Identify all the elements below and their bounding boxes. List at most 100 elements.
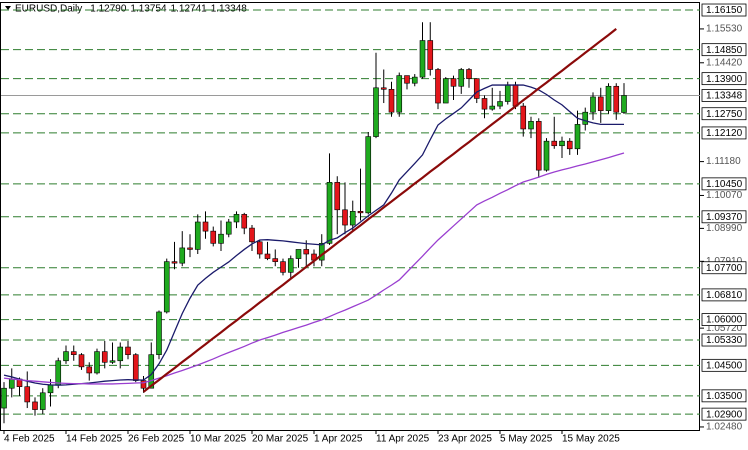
candle-body	[566, 140, 573, 150]
level-label: 1.06810	[706, 290, 743, 301]
level-label-box	[701, 126, 747, 140]
level-label-box	[701, 261, 747, 275]
candle-body	[435, 69, 441, 104]
candle-body	[101, 351, 108, 363]
candle-body	[241, 214, 248, 229]
level-label-box	[701, 72, 747, 86]
candle-body	[528, 121, 534, 130]
candle-body	[8, 378, 15, 389]
candle-body	[326, 182, 333, 244]
candle-body	[582, 111, 589, 125]
candle-body	[373, 87, 379, 137]
x-tick-label: 10 Mar 2025	[190, 434, 247, 445]
candle-body	[179, 247, 186, 264]
chart-title: EURUSD,Daily	[15, 4, 82, 15]
candle-body	[70, 351, 77, 355]
level-label-box	[701, 313, 747, 326]
candle-body	[202, 221, 209, 232]
candle-body	[481, 98, 488, 110]
candle-body	[78, 354, 85, 368]
header-value: 1.12790	[90, 4, 127, 15]
x-tick-label: 11 Apr 2025	[376, 434, 430, 445]
level-label: 1.06000	[706, 315, 743, 326]
candle-body	[218, 233, 224, 244]
level-label-box	[701, 3, 747, 17]
candle-body	[303, 249, 310, 255]
candle-body	[63, 351, 69, 362]
candle-body	[466, 69, 472, 79]
header-value: 1.13754	[130, 4, 167, 15]
candle-body	[280, 261, 286, 273]
candle-body	[380, 87, 387, 90]
trendline	[142, 28, 617, 393]
candle-body	[497, 101, 503, 107]
candle-body	[450, 78, 457, 87]
level-label: 1.14850	[706, 45, 743, 56]
header-value: 1.13348	[211, 4, 248, 15]
current-price-box	[701, 89, 747, 102]
candle-body	[551, 140, 558, 147]
level-label: 1.09370	[706, 212, 743, 223]
x-tick-label: 23 Apr 2025	[438, 434, 492, 445]
candle-body	[543, 140, 550, 171]
candle-body	[163, 261, 170, 313]
candle-body	[559, 140, 565, 147]
current-price-label: 1.13348	[706, 91, 743, 102]
candle-body	[342, 209, 348, 226]
candle-body	[411, 76, 418, 84]
candle-body	[535, 121, 542, 171]
level-label-box	[701, 358, 747, 372]
candle-body	[125, 346, 131, 355]
candle-body	[55, 360, 62, 386]
level-label: 1.12750	[706, 109, 743, 120]
candle-body	[574, 124, 581, 150]
candle-body	[396, 75, 403, 113]
candle-body	[24, 386, 31, 403]
level-label: 1.04500	[706, 360, 743, 371]
level-label-box	[701, 288, 747, 302]
level-label-box	[701, 107, 747, 121]
moving-average	[3, 152, 625, 385]
candle-body	[334, 182, 341, 211]
candle-body	[613, 85, 620, 113]
level-label-box	[701, 333, 747, 347]
candle-body	[1, 387, 7, 409]
candle-body	[597, 96, 604, 111]
x-tick-label: 26 Feb 2025	[128, 434, 185, 445]
level-label: 1.03500	[706, 391, 743, 402]
y-tick-label: 1.11180	[706, 156, 741, 167]
level-label-box	[701, 389, 747, 403]
candle-body	[94, 351, 100, 374]
candle-body	[458, 69, 465, 87]
candle-body	[156, 311, 162, 355]
candle-body	[621, 95, 627, 113]
level-label: 1.12120	[706, 128, 743, 139]
x-tick-label: 20 Mar 2025	[252, 434, 309, 445]
y-tick-label: 1.02480	[706, 422, 743, 433]
candle-body	[109, 360, 116, 363]
y-tick-label: 1.15530	[706, 24, 743, 35]
candle-body	[349, 211, 356, 226]
y-tick-label: 1.08990	[706, 223, 743, 234]
candle-body	[256, 241, 263, 255]
header-value: 1.12741	[171, 4, 208, 15]
candle-body	[210, 230, 217, 244]
candle-body	[249, 227, 255, 243]
candle-body	[225, 221, 232, 235]
candle-body	[233, 214, 240, 223]
level-label-box	[701, 43, 747, 57]
candle-body	[117, 346, 124, 362]
header: EURUSD,Daily 1.12790 1.13754 1.12741 1.1334…	[15, 4, 247, 15]
x-tick-label: 5 May 2025	[500, 434, 553, 445]
x-tick-label: 14 Feb 2025	[66, 434, 123, 445]
candle-body	[194, 221, 201, 250]
moving-average	[3, 84, 624, 386]
candle-body	[47, 384, 54, 394]
candle-body	[419, 40, 426, 78]
candle-body	[171, 261, 178, 264]
candle-body	[442, 78, 449, 104]
candle-body	[264, 253, 271, 259]
candle-body	[388, 89, 395, 113]
